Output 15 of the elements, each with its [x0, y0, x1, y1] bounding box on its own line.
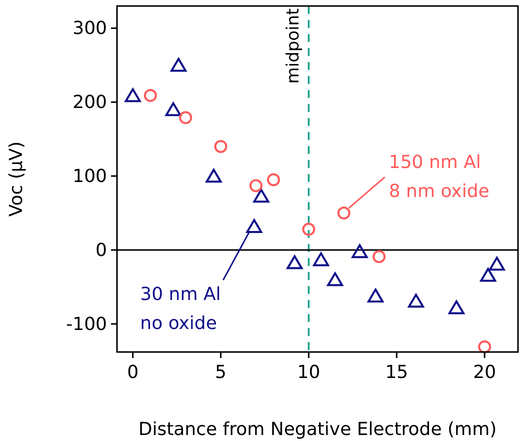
x-tick-label: 20	[473, 362, 496, 383]
x-tick-label: 0	[127, 362, 139, 383]
y-tick-label: 200	[72, 92, 107, 114]
x-tick-label: 10	[297, 362, 320, 383]
x-tick-label: 5	[215, 362, 226, 383]
y-tick-label: 300	[72, 18, 107, 40]
x-tick-label: 15	[385, 362, 408, 383]
y-axis-title: Voc (µV)	[6, 141, 27, 217]
y-tick-label: 0	[96, 240, 107, 261]
ref-line-label: midpoint	[284, 8, 304, 84]
x-axis-title: Distance from Negative Electrode (mm)	[138, 419, 497, 440]
y-tick-label: 100	[72, 166, 107, 188]
annotation: 30 nm Al no oxide	[140, 284, 221, 334]
y-tick-label: -100	[66, 314, 107, 335]
annotation: 150 nm Al 8 nm oxide	[388, 152, 490, 202]
